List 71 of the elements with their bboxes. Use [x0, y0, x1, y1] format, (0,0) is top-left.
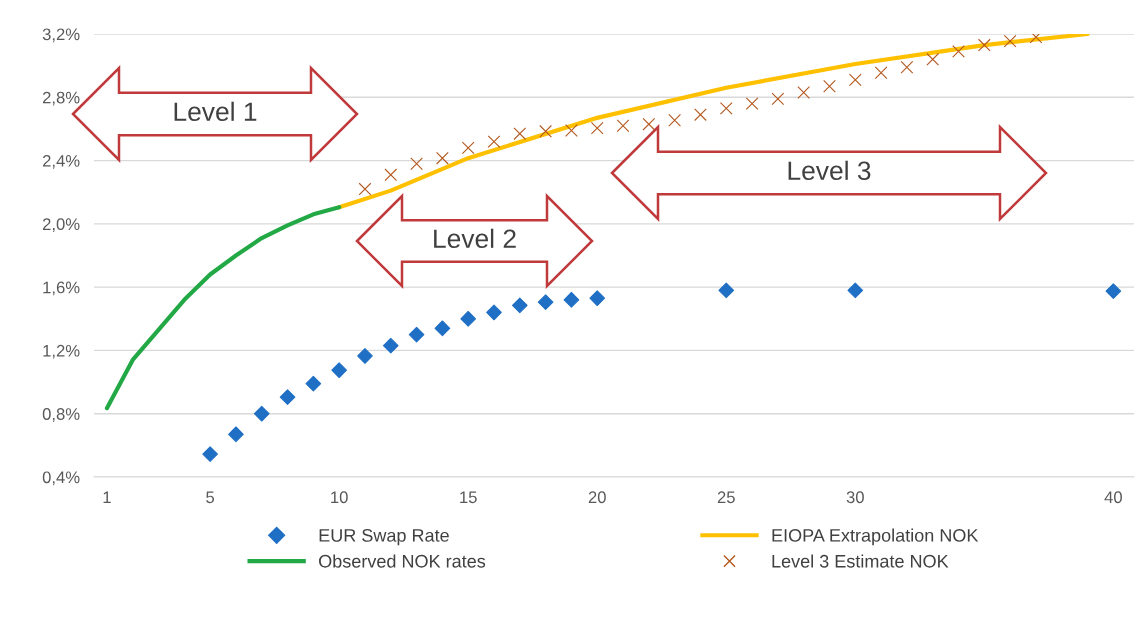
point — [434, 320, 451, 337]
point — [565, 124, 578, 137]
point — [745, 97, 759, 110]
point — [563, 291, 580, 308]
point — [874, 66, 888, 80]
y-tick-label: 1,6% — [43, 281, 80, 296]
point — [539, 124, 552, 138]
x-tick-label: 30 — [846, 491, 864, 504]
point — [384, 168, 398, 182]
point — [771, 92, 785, 106]
point — [847, 282, 864, 299]
x-tick-label: 1 — [103, 491, 111, 503]
y-tick-label: 1,2% — [43, 344, 80, 359]
point — [487, 135, 501, 148]
x-tick-label: 40 — [1104, 491, 1122, 504]
point — [642, 117, 656, 131]
point — [926, 52, 940, 66]
point — [305, 375, 322, 392]
point — [797, 86, 811, 99]
point — [900, 60, 914, 74]
point — [358, 182, 372, 196]
x-tick-label: 10 — [331, 491, 348, 504]
point — [823, 79, 836, 93]
point — [1029, 34, 1043, 44]
annotation: Level 1 — [174, 101, 257, 122]
annotation: Level 2 — [434, 228, 516, 249]
point — [513, 127, 527, 141]
point — [436, 151, 449, 165]
y-tick-label: 0,4% — [42, 471, 80, 486]
point — [357, 348, 373, 364]
point — [694, 108, 707, 122]
annotation: Level 3 — [788, 160, 871, 181]
point — [616, 119, 630, 133]
point — [228, 426, 244, 443]
point — [977, 38, 991, 52]
y-tick-label: 0,8% — [42, 408, 80, 422]
point — [511, 297, 528, 314]
point — [279, 389, 296, 405]
y-tick-label: 2,0% — [42, 218, 80, 233]
x-tick-label: 5 — [206, 491, 215, 504]
legend-label: EUR Swap Rate — [319, 529, 449, 546]
point — [410, 157, 423, 171]
point — [486, 304, 502, 321]
y-tick-label: 2,8% — [42, 91, 80, 106]
y-tick-label: 3,2% — [42, 28, 80, 43]
point — [668, 113, 682, 127]
x-tick-label: 15 — [460, 491, 477, 504]
point — [382, 337, 399, 354]
point — [202, 446, 218, 462]
point — [1003, 34, 1017, 48]
y-tick-label: 2,4% — [42, 154, 80, 169]
x-tick-label: 25 — [717, 491, 735, 504]
point — [590, 121, 604, 135]
point — [718, 282, 735, 299]
point — [537, 294, 554, 311]
point — [461, 141, 475, 155]
legend-label: Level 3 Estimate NOK — [772, 554, 949, 568]
x-tick-label: 20 — [588, 491, 606, 504]
legend-label: EIOPA Extrapolation NOK — [772, 528, 979, 546]
point — [253, 405, 270, 422]
point — [848, 73, 862, 87]
point — [589, 290, 606, 307]
point — [408, 326, 425, 343]
legend-label: Observed NOK rates — [319, 554, 486, 568]
line-series — [337, 34, 1090, 210]
point — [719, 101, 733, 115]
point — [331, 362, 347, 379]
point — [952, 45, 965, 58]
point — [460, 310, 477, 327]
line-series — [104, 205, 342, 411]
point — [1105, 283, 1122, 299]
